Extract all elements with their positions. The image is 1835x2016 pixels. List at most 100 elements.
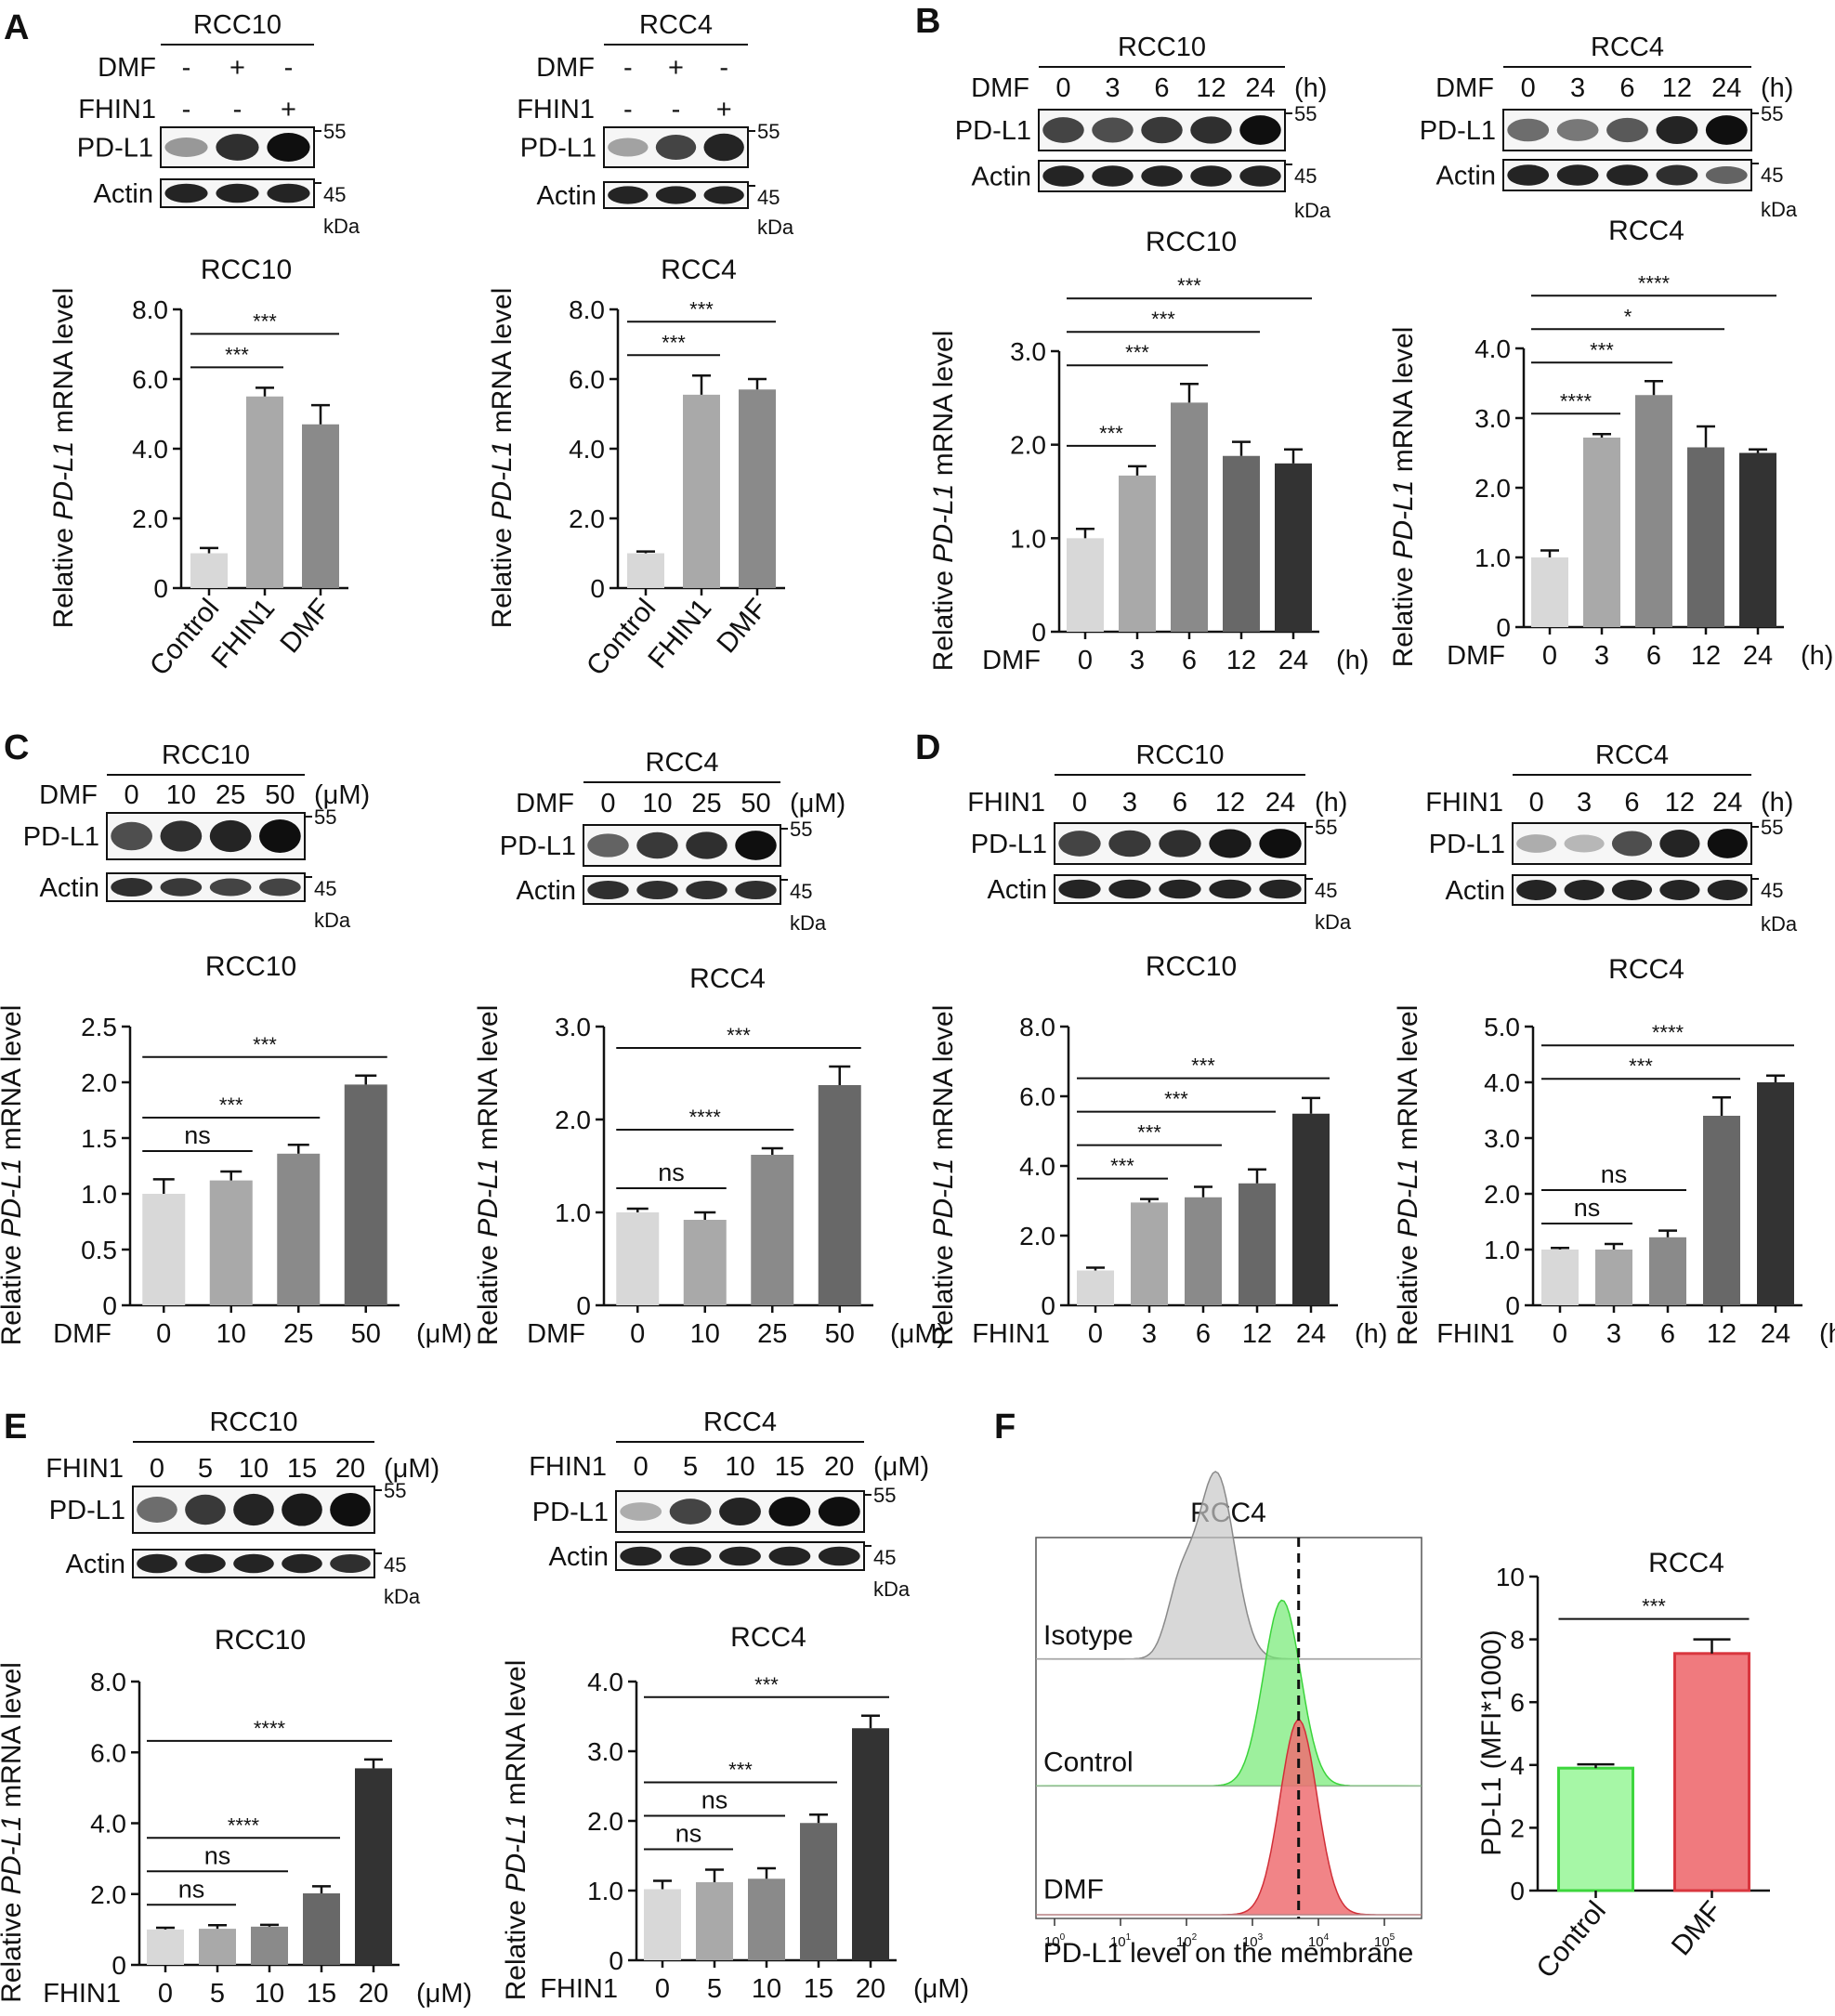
significance-label: ****: [228, 1813, 260, 1837]
western-blot-E2: RCC4 FHIN1 0 5 10 15 20 (μM) PD-L1 55 Actin 45 kDa: [529, 1407, 929, 1601]
bar-12: [1703, 1116, 1740, 1305]
bar-24: [1292, 1113, 1330, 1305]
y-axis-label-part: mRNA level: [928, 1005, 959, 1159]
bar-chart-D1: RCC10 0 2.0 4.0 6.0 8.0 Relative PD-L1 mRNA le…: [928, 951, 1387, 1349]
significance-label: ***: [1629, 1054, 1653, 1078]
mw-units-label: kDa: [1761, 198, 1798, 221]
blot-treatment-value: 6: [1173, 788, 1187, 818]
significance-label: ns: [701, 1787, 728, 1814]
x-axis-prefix-label: DMF: [1447, 641, 1505, 671]
blot-treatment-label: FHIN1: [78, 95, 156, 124]
blot-band-actin: [1239, 165, 1281, 187]
x-tick-label: 15: [804, 1974, 833, 2004]
blot-band-pdl1: [160, 820, 203, 852]
y-tick-label: 0: [609, 1946, 623, 1975]
blot-treatment-value: 12: [1215, 788, 1245, 818]
y-tick-label: 0: [1031, 618, 1046, 647]
blot-treatment-label: FHIN1: [1425, 788, 1503, 818]
blot-band-actin: [1190, 165, 1232, 187]
significance-label: ***: [689, 297, 714, 321]
significance-label: ***: [754, 1673, 779, 1696]
significance-label: ****: [1652, 1021, 1684, 1044]
significance-label: ***: [219, 1093, 243, 1117]
bar-FHIN1: [246, 396, 283, 588]
bar-6: [1649, 1237, 1686, 1305]
flow-x-tick-exponent: 3: [1258, 1932, 1264, 1943]
x-axis-unit-label: (μM): [416, 1319, 472, 1349]
blot-band-pdl1: [1507, 118, 1550, 142]
x-axis-prefix-label: FHIN1: [43, 1979, 121, 2009]
blot-cell-line-label: RCC10: [162, 740, 250, 770]
x-tick-label: DMF: [711, 593, 773, 659]
blot-treatment-value: 50: [265, 780, 295, 810]
blot-band-pdl1: [608, 137, 649, 157]
y-axis-label-gene: PD-L1: [487, 441, 518, 520]
blot-treatment-value: 12: [1665, 788, 1695, 818]
blot-band-actin: [620, 1546, 662, 1566]
bar-6: [1635, 395, 1672, 627]
x-tick-label: 10: [216, 1319, 246, 1349]
blot-band-actin: [209, 878, 252, 897]
blot-treatment-value: 10: [239, 1454, 269, 1484]
mw-marker-label: 45: [1315, 879, 1337, 902]
western-blot-D2: RCC4 FHIN1 0 3 6 12 24 (h) PD-L1 55 Actin 45 kDa: [1425, 740, 1798, 936]
y-axis-label: Relative PD-L1 mRNA level: [48, 288, 79, 629]
x-axis-prefix-label: DMF: [982, 646, 1041, 675]
y-axis-label-part: Relative: [501, 1892, 531, 2001]
bar-chart-E1: RCC10 0 2.0 4.0 6.0 8.0 Relative PD-L1 mRNA le…: [0, 1625, 472, 2009]
x-tick-label: 5: [210, 1979, 225, 2009]
blot-band-actin: [1556, 164, 1599, 186]
chart-title: RCC10: [215, 1625, 306, 1656]
blot-band-pdl1: [719, 1497, 761, 1526]
blot-cell-line-label: RCC4: [703, 1407, 777, 1437]
blot-treatment-label: FHIN1: [967, 788, 1045, 818]
blot-cell-line-label: RCC10: [1135, 740, 1224, 770]
mw-units-label: kDa: [323, 215, 360, 238]
x-tick-label: 15: [307, 1979, 336, 2009]
y-axis-label-part: Relative: [473, 1237, 504, 1346]
bar-15: [303, 1892, 340, 1965]
blot-band-actin: [587, 881, 629, 899]
bar-0: [147, 1929, 184, 1965]
x-tick-label: 0: [1553, 1319, 1567, 1349]
chart-title: RCC10: [1146, 227, 1237, 257]
blot-treatment-value: 0: [600, 789, 615, 818]
flow-x-axis-label: PD-L1 level on the membrane: [1043, 1938, 1414, 1969]
mw-units-label: kDa: [1761, 912, 1798, 936]
blot-cell-line-label: RCC4: [639, 10, 713, 40]
blot-band-actin: [1659, 880, 1700, 900]
y-tick-label: 1.0: [81, 1180, 117, 1209]
y-tick-label: 3.0: [1484, 1124, 1520, 1153]
y-tick-label: 2.0: [1019, 1222, 1055, 1250]
bar-5: [696, 1882, 733, 1960]
y-axis-label: Relative PD-L1 mRNA level: [1393, 1005, 1423, 1346]
blot-treatment-value: 24: [1712, 788, 1742, 818]
blot-band-pdl1: [636, 831, 678, 859]
x-tick-label: 0: [1542, 641, 1557, 671]
x-tick-label: 12: [1691, 641, 1721, 671]
flow-x-tick-exponent: 2: [1192, 1932, 1198, 1943]
blot-treatment-label: FHIN1: [529, 1452, 607, 1482]
blot-row-label: Actin: [94, 179, 153, 209]
y-axis-label-part: Relative: [0, 1237, 27, 1346]
significance-label: ****: [1638, 271, 1671, 295]
significance-label: ***: [1177, 274, 1201, 297]
western-blot-C1: RCC10 DMF 0 10 25 50 (μM) PD-L1 55 Actin 45 kDa: [23, 740, 370, 932]
y-tick-label: 2: [1510, 1813, 1525, 1842]
panel-label-A: A: [4, 8, 29, 47]
y-axis-label-part: Relative: [1393, 1237, 1423, 1346]
mw-marker-label: 55: [790, 818, 812, 841]
blot-band-actin: [1058, 879, 1101, 899]
significance-label: ****: [1560, 389, 1593, 412]
x-tick-label: 24: [1743, 641, 1773, 671]
flow-cytometry-histogram: RCC4100101102103104105PD-L1 level on the…: [1035, 1471, 1422, 1969]
bar-chart-B1: RCC10 0 1.0 2.0 3.0 Relative PD-L1 mRNA level…: [928, 227, 1369, 675]
blot-treatment-value: 12: [1662, 73, 1692, 103]
y-tick-label: 0: [153, 574, 168, 603]
blot-treatment-value: 3: [1577, 788, 1592, 818]
blot-treatment-value: 0: [1072, 788, 1087, 818]
blot-band-pdl1: [1239, 115, 1281, 145]
blot-band-pdl1: [1556, 119, 1599, 141]
blot-band-pdl1: [1659, 829, 1700, 858]
bar-0: [1541, 1250, 1579, 1305]
